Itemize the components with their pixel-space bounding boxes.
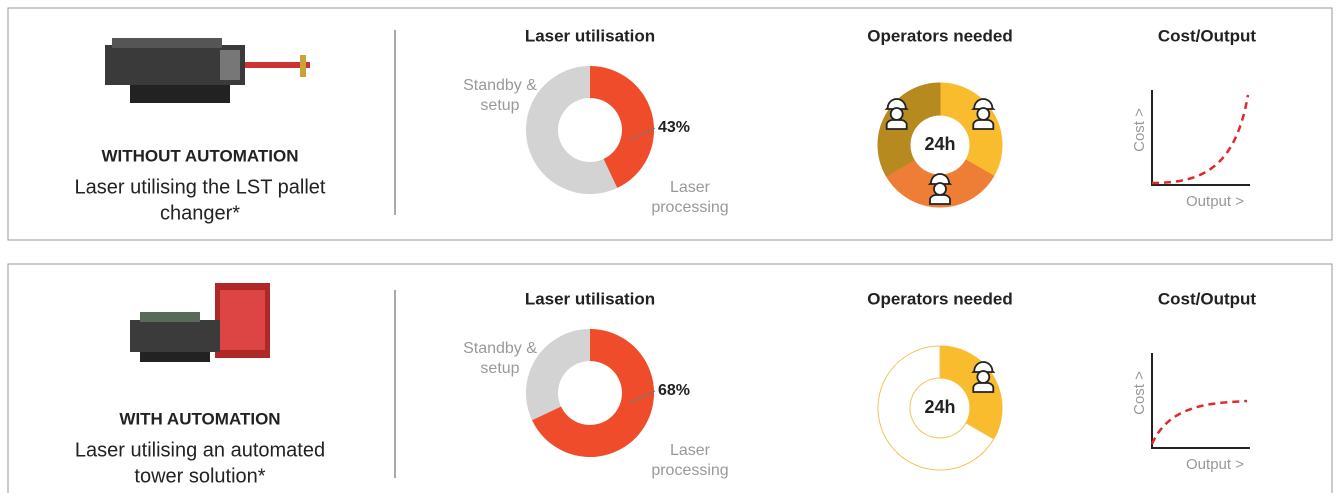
y-axis-label: Cost > bbox=[1131, 108, 1148, 152]
heading: WITH AUTOMATION bbox=[119, 409, 280, 428]
x-axis-label: Output > bbox=[1186, 193, 1244, 210]
value-label: 68% bbox=[658, 382, 690, 399]
value-label: 43% bbox=[658, 119, 690, 136]
standby-label: setup bbox=[480, 360, 519, 377]
chart-title: Cost/Output bbox=[1158, 26, 1257, 45]
processing-label: Laser bbox=[670, 442, 711, 459]
chart-title: Cost/Output bbox=[1158, 289, 1257, 308]
center-label: 24h bbox=[924, 397, 955, 417]
standby-label: Standby & bbox=[463, 77, 537, 94]
standby-label: Standby & bbox=[463, 340, 537, 357]
cost-curve bbox=[1152, 401, 1247, 444]
description: tower solution* bbox=[134, 465, 265, 487]
machine-image bbox=[105, 38, 310, 103]
chart-title: Operators needed bbox=[867, 289, 1013, 308]
chart-title: Laser utilisation bbox=[525, 289, 655, 308]
description: Laser utilising an automated bbox=[75, 439, 325, 461]
cost-curve bbox=[1152, 95, 1248, 183]
chart-title: Operators needed bbox=[867, 26, 1013, 45]
description: Laser utilising the LST pallet bbox=[75, 176, 326, 198]
y-axis-label: Cost > bbox=[1131, 371, 1148, 415]
processing-label: processing bbox=[651, 462, 728, 479]
processing-label: processing bbox=[651, 199, 728, 216]
description: changer* bbox=[160, 202, 240, 224]
machine-image bbox=[130, 283, 270, 362]
processing-label: Laser bbox=[670, 179, 711, 196]
heading: WITHOUT AUTOMATION bbox=[101, 146, 298, 165]
x-axis-label: Output > bbox=[1186, 456, 1244, 473]
chart-title: Laser utilisation bbox=[525, 26, 655, 45]
standby-label: setup bbox=[480, 97, 519, 114]
page: WITHOUT AUTOMATION Laser utilising the LS… bbox=[0, 0, 1340, 493]
center-label: 24h bbox=[924, 134, 955, 154]
